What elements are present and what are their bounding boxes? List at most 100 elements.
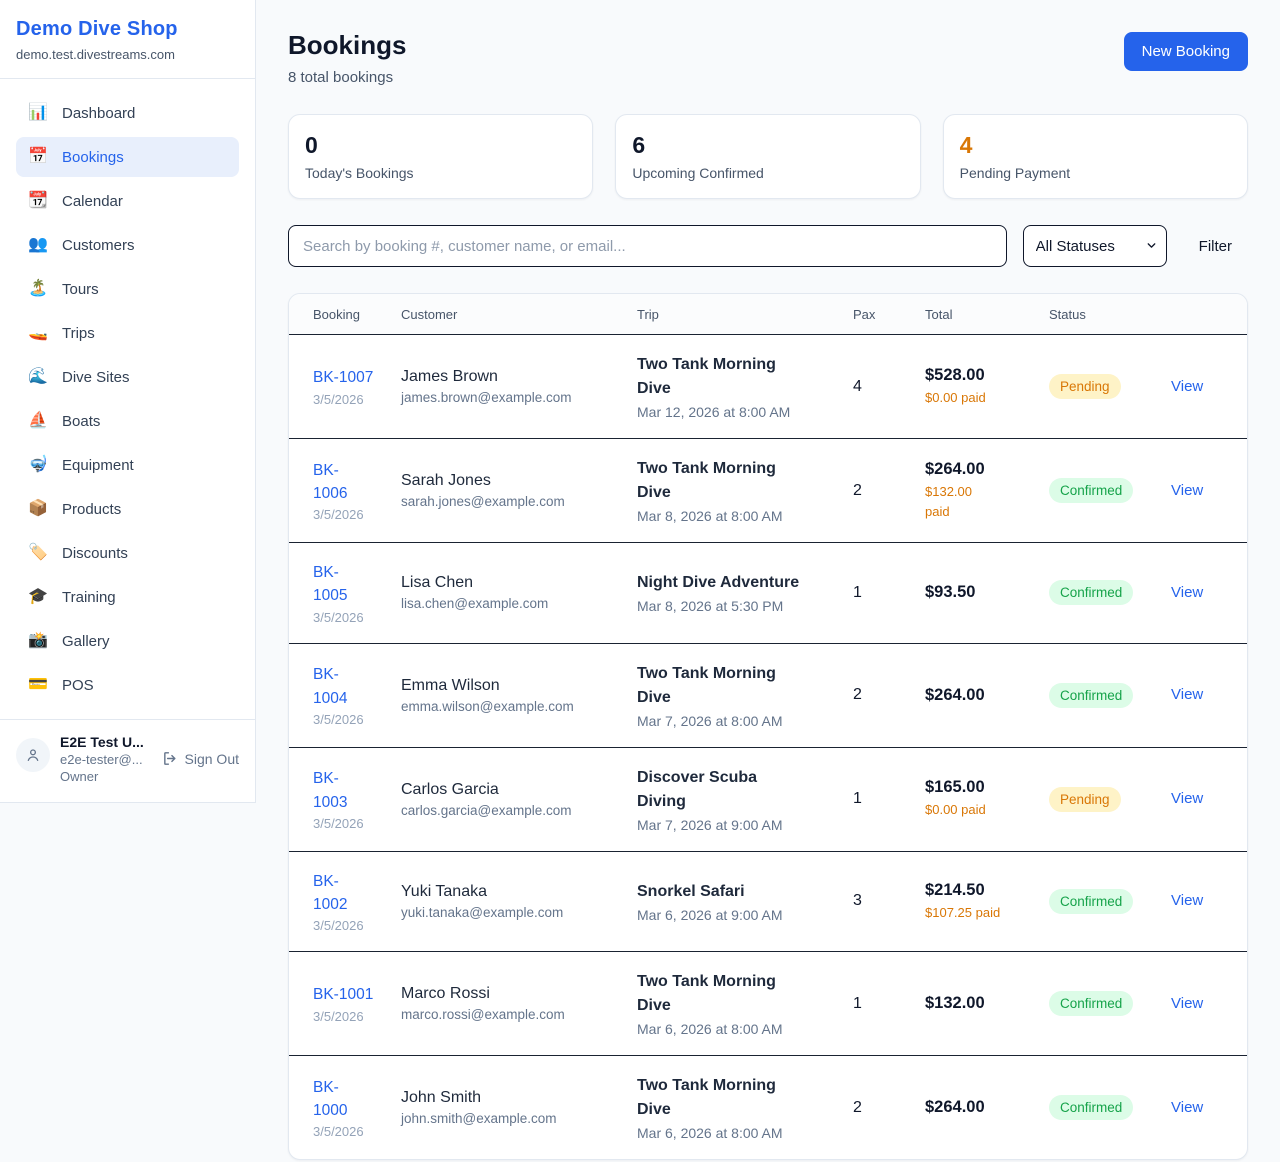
trip-name: Night Dive Adventure	[637, 574, 800, 592]
table-row: BK- 1000 3/5/2026 John Smith john.smith@…	[289, 1056, 1247, 1160]
booking-date: 3/5/2026	[313, 815, 364, 831]
status-cell: Confirmed	[1049, 643, 1171, 747]
search-input[interactable]	[288, 225, 1007, 267]
table-row: BK- 1003 3/5/2026 Carlos Garcia carlos.g…	[289, 747, 1247, 851]
avatar	[16, 738, 50, 772]
status-badge: Confirmed	[1049, 580, 1134, 606]
booking-date: 3/5/2026	[313, 507, 364, 523]
customer-cell: Sarah Jones sarah.jones@example.com	[401, 439, 637, 543]
package-icon: 📦	[28, 500, 48, 517]
trip-name: Two Tank Morning Dive	[637, 664, 776, 706]
view-link[interactable]: View	[1171, 481, 1204, 499]
sidebar-item-pos[interactable]: 💳 POS	[28, 676, 94, 694]
booking-date: 3/5/2026	[313, 918, 364, 933]
pax-cell: 1	[853, 543, 925, 644]
booking-id-link[interactable]: BK- 1003	[313, 770, 348, 811]
new-booking-button[interactable]: New Booking	[1123, 32, 1248, 71]
page-header: Bookings 8 total bookings New Booking	[288, 30, 1248, 86]
booking-cell: BK-1001 3/5/2026	[289, 952, 401, 1056]
booking-id-link[interactable]: BK- 1004	[313, 666, 348, 707]
view-link[interactable]: View	[1171, 377, 1204, 395]
view-link[interactable]: View	[1171, 686, 1204, 703]
booking-date: 3/5/2026	[313, 609, 364, 625]
view-link[interactable]: View	[1171, 790, 1204, 807]
sidebar-item-customers[interactable]: 👥 Customers	[28, 236, 135, 254]
booking-id-link[interactable]: BK- 1000	[313, 1078, 348, 1119]
sidebar-item-dive-sites[interactable]: 🌊 Dive Sites	[28, 368, 130, 386]
actions-cell: View	[1171, 851, 1247, 952]
stat-value: 4	[959, 132, 973, 158]
sidebar-item-boats[interactable]: ⛵ Boats	[28, 412, 101, 430]
user-box: E2E Test U... e2e-tester@... Owner Sign …	[0, 720, 255, 802]
pax-cell: 4	[853, 335, 925, 439]
booking-id-link[interactable]: BK-1007	[313, 369, 374, 387]
pax-cell: 2	[853, 643, 925, 747]
sidebar-item-products[interactable]: 📦 Products	[28, 500, 122, 518]
view-link[interactable]: View	[1171, 994, 1204, 1012]
sidebar-item-training[interactable]: 🎓 Training	[28, 588, 116, 606]
total-amount: $132.00	[925, 994, 985, 1012]
pax-value: 1	[853, 790, 862, 807]
total-cell: $93.50	[925, 543, 1049, 644]
booking-id-link[interactable]: BK- 1005	[313, 564, 348, 605]
customer-cell: Emma Wilson emma.wilson@example.com	[401, 643, 637, 747]
customer-email: emma.wilson@example.com	[401, 698, 574, 714]
brand-divider	[0, 78, 255, 79]
view-link[interactable]: View	[1171, 583, 1204, 601]
trip-datetime: Mar 6, 2026 at 8:00 AM	[637, 1125, 783, 1141]
total-cell: $264.00 $132.00 paid	[925, 439, 1049, 543]
booking-id-link[interactable]: BK-1001	[313, 986, 374, 1004]
booking-id-link[interactable]: BK- 1006	[313, 461, 348, 502]
booking-cell: BK- 1003 3/5/2026	[289, 747, 401, 851]
customer-email: james.brown@example.com	[401, 390, 572, 405]
sidebar-item-bookings[interactable]: 📅 Bookings	[16, 137, 239, 177]
sign-out-icon	[163, 752, 175, 765]
pax-value: 3	[853, 892, 862, 910]
pax-value: 1	[853, 583, 862, 601]
pax-cell: 1	[853, 952, 925, 1056]
view-link[interactable]: View	[1171, 892, 1204, 910]
paid-amount: $107.25 paid	[925, 904, 1001, 920]
filter-button[interactable]: Filter	[1183, 238, 1248, 255]
pax-value: 4	[853, 377, 862, 395]
sidebar-item-trips[interactable]: 🚤 Trips	[28, 324, 95, 342]
trip-datetime: Mar 7, 2026 at 9:00 AM	[637, 816, 783, 833]
status-select[interactable]: All Statuses	[1022, 225, 1167, 267]
customer-name: Carlos Garcia	[401, 780, 499, 798]
paid-amount: $132.00 paid	[925, 484, 972, 519]
booking-cell: BK- 1002 3/5/2026	[289, 851, 401, 952]
trip-datetime: Mar 12, 2026 at 8:00 AM	[637, 404, 791, 420]
sidebar-item-dashboard[interactable]: 📊 Dashboard	[28, 104, 136, 122]
customer-name: Emma Wilson	[401, 676, 500, 694]
booking-cell: BK- 1000 3/5/2026	[289, 1056, 401, 1160]
sidebar-item-tours[interactable]: 🏝️ Tours	[28, 280, 99, 298]
total-amount: $264.00	[925, 685, 985, 704]
customer-cell: John Smith john.smith@example.com	[401, 1056, 637, 1160]
sign-out-button[interactable]: Sign Out	[162, 750, 239, 767]
customer-cell: Lisa Chen lisa.chen@example.com	[401, 543, 637, 644]
col-header-actions	[1171, 294, 1247, 335]
sidebar-item-calendar[interactable]: 📆 Calendar	[28, 192, 123, 210]
wave-icon: 🌊	[28, 368, 48, 385]
actions-cell: View	[1171, 439, 1247, 543]
booking-id-link[interactable]: BK- 1002	[313, 872, 348, 913]
trip-cell: Discover Scuba Diving Mar 7, 2026 at 9:0…	[637, 747, 853, 851]
customer-name: Lisa Chen	[401, 574, 474, 592]
total-cell: $165.00 $0.00 paid	[925, 747, 1049, 851]
total-amount: $264.00	[925, 1098, 985, 1116]
user-role: Owner	[60, 769, 99, 784]
actions-cell: View	[1171, 335, 1247, 439]
total-amount: $528.00	[925, 365, 985, 384]
filters-bar: All Statuses Filter	[288, 225, 1248, 267]
sidebar-item-gallery[interactable]: 📸 Gallery	[28, 632, 110, 650]
status-select-wrap: All Statuses	[1022, 225, 1167, 267]
trip-cell: Two Tank Morning Dive Mar 6, 2026 at 8:0…	[637, 952, 853, 1056]
table-row: BK-1007 3/5/2026 James Brown james.brown…	[289, 335, 1247, 439]
customer-name: Sarah Jones	[401, 472, 491, 489]
sidebar-item-equipment[interactable]: 🤿 Equipment	[28, 456, 134, 474]
col-header-booking: Booking	[289, 294, 401, 335]
view-link[interactable]: View	[1171, 1098, 1204, 1116]
sidebar-item-discounts[interactable]: 🏷️ Discounts	[28, 544, 128, 562]
user-email: e2e-tester@...	[60, 752, 143, 767]
pax-value: 2	[853, 1098, 862, 1116]
